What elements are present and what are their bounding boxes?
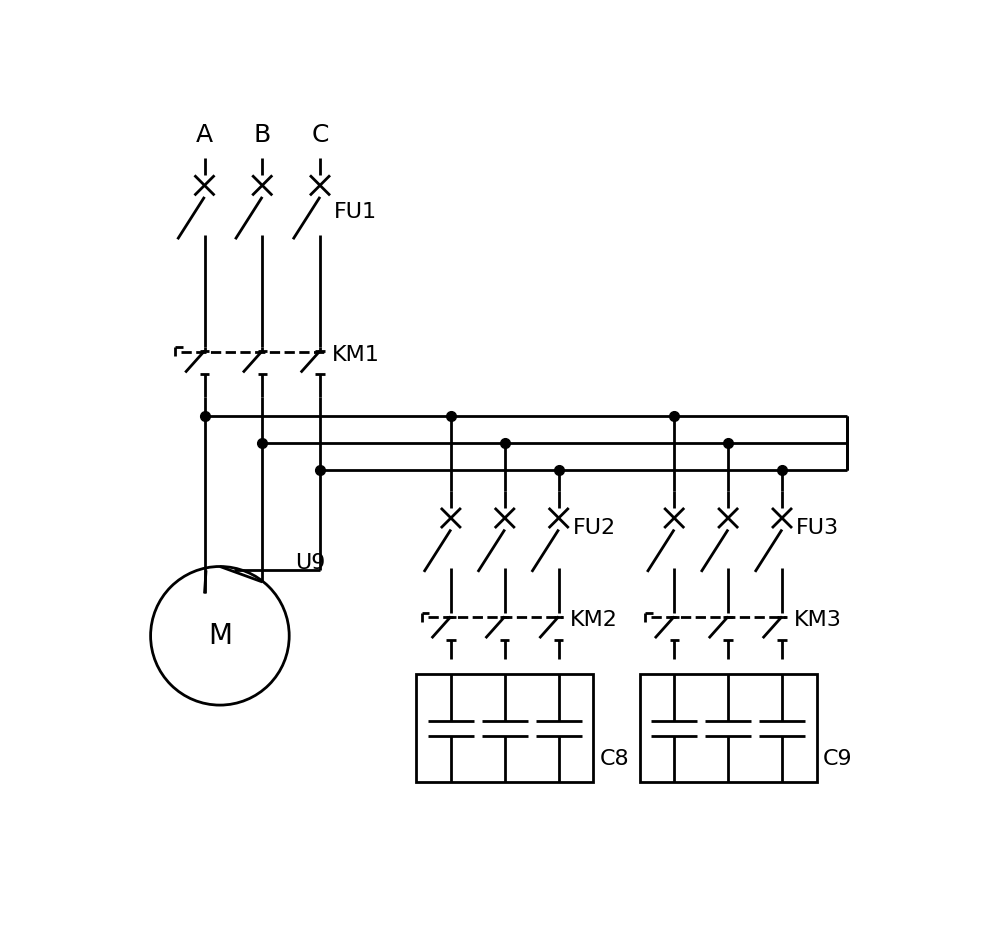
Text: FU1: FU1: [334, 202, 377, 223]
Text: KM1: KM1: [332, 345, 379, 365]
Text: B: B: [254, 122, 271, 147]
Text: KM3: KM3: [794, 611, 841, 630]
Text: FU2: FU2: [573, 518, 616, 538]
Text: C8: C8: [600, 749, 629, 769]
Text: M: M: [208, 622, 232, 650]
Text: U9: U9: [295, 553, 326, 572]
Text: FU3: FU3: [796, 518, 839, 538]
Text: C: C: [311, 122, 329, 147]
Text: A: A: [196, 122, 213, 147]
Bar: [416, 674, 593, 782]
Text: KM2: KM2: [570, 611, 618, 630]
Bar: [640, 674, 817, 782]
Text: C9: C9: [823, 749, 852, 769]
